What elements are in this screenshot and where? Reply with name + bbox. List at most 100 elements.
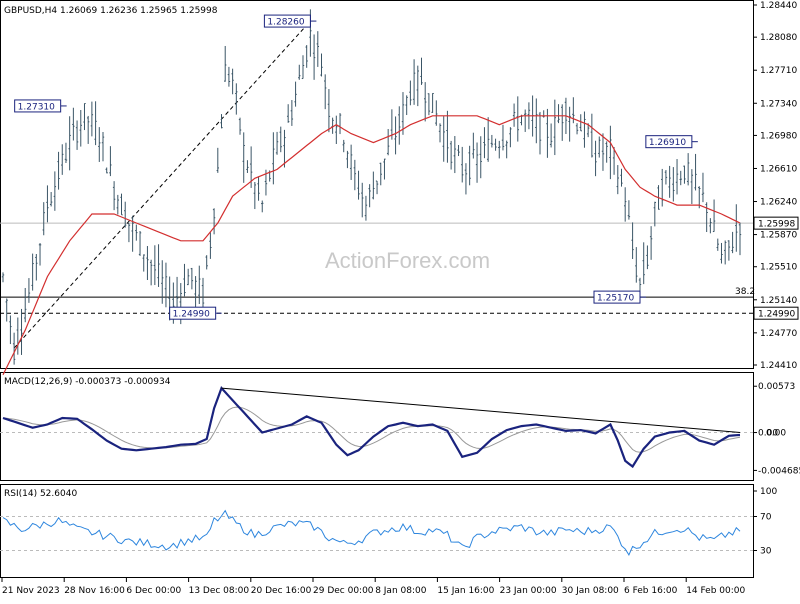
- price-panel-frame: [0, 0, 754, 369]
- candle: [575, 123, 579, 135]
- candle: [709, 218, 712, 234]
- candle: [412, 59, 416, 105]
- fib-label: 38.2: [735, 287, 755, 297]
- candle: [557, 104, 560, 124]
- rsi-tick-label: 70: [760, 513, 772, 523]
- candle: [42, 202, 45, 236]
- candle: [186, 268, 190, 286]
- candles: [1, 9, 742, 365]
- price-tick-label: 1.25140: [760, 296, 797, 306]
- dashed-trendline: [13, 20, 311, 349]
- price-panel: 38.2 1.27310 1.28260 1.24990 1.26910 1.25170: [0, 9, 755, 376]
- rsi-header: RSI(14) 52.6040: [4, 489, 77, 499]
- candle: [212, 208, 216, 235]
- candle: [27, 278, 31, 303]
- price-tick-label: 1.25870: [760, 231, 797, 241]
- candle: [1, 272, 5, 283]
- candle: [138, 231, 142, 256]
- candle: [83, 103, 86, 131]
- candle: [312, 34, 316, 80]
- price-tick-label: 1.24410: [760, 361, 797, 371]
- candle: [349, 144, 353, 180]
- candle: [649, 226, 653, 260]
- candle: [109, 146, 112, 177]
- x-tick-label: 29 Dec 00:00: [313, 586, 374, 596]
- candle: [238, 117, 242, 135]
- x-tick-label: 30 Jan 08:00: [562, 586, 619, 596]
- candle: [112, 181, 116, 211]
- price-tick-label: 1.24770: [760, 329, 797, 339]
- macd-line: [2, 386, 741, 469]
- candle: [231, 68, 234, 95]
- candle: [646, 245, 649, 270]
- candle: [598, 136, 601, 158]
- candle: [346, 150, 349, 169]
- svg-text:1.25170: 1.25170: [597, 294, 634, 304]
- candle: [53, 171, 57, 211]
- x-tick-label: 21 Nov 2023: [2, 586, 60, 596]
- candle: [316, 31, 319, 67]
- candle: [394, 116, 397, 155]
- candle: [386, 129, 390, 156]
- price-tick-label: 1.27340: [760, 99, 797, 109]
- macd-tick-label: -0.004685: [758, 466, 800, 476]
- watermark: ActionForex.com: [325, 248, 490, 273]
- candle: [242, 132, 245, 183]
- candle: [616, 165, 619, 195]
- candle: [372, 171, 375, 200]
- price-tick-label: 1.25510: [760, 263, 797, 273]
- candle: [201, 277, 205, 313]
- candle: [301, 55, 305, 80]
- candle: [79, 110, 82, 147]
- candle: [405, 95, 408, 116]
- candle: [57, 151, 60, 190]
- candle: [686, 153, 690, 186]
- candle: [286, 104, 290, 123]
- candle: [194, 276, 197, 311]
- x-tick-label: 13 Dec 08:00: [189, 586, 250, 596]
- candle: [431, 92, 434, 113]
- candle: [142, 254, 145, 272]
- macd-tick-label: 0.00: [758, 429, 778, 439]
- candle: [46, 185, 49, 223]
- candle: [20, 308, 23, 355]
- candle: [449, 140, 453, 170]
- svg-text:1.27310: 1.27310: [18, 102, 55, 112]
- candle: [383, 158, 386, 180]
- candle: [590, 113, 594, 158]
- candle: [416, 65, 419, 107]
- candle: [290, 100, 294, 126]
- rsi-tick-label: 100: [760, 487, 777, 497]
- candle: [635, 247, 638, 283]
- candle: [601, 133, 605, 171]
- candle: [483, 127, 486, 159]
- candle: [246, 160, 249, 173]
- candle: [120, 193, 123, 216]
- svg-text:1.26910: 1.26910: [649, 138, 686, 148]
- candle: [364, 195, 368, 221]
- macd-panel: [0, 386, 753, 469]
- candle: [735, 204, 738, 252]
- candle: [86, 115, 90, 144]
- price-tick-label: 1.26240: [760, 198, 797, 208]
- candle: [398, 106, 401, 145]
- candle: [61, 144, 64, 175]
- candle: [475, 142, 479, 183]
- candle: [442, 116, 445, 162]
- candle: [701, 172, 705, 203]
- candle: [457, 145, 460, 157]
- candle: [31, 253, 34, 291]
- price-tick-label: 1.28440: [760, 1, 797, 11]
- candle: [209, 232, 212, 259]
- candle: [49, 192, 53, 207]
- rsi-line: [2, 509, 741, 556]
- candle: [494, 138, 497, 151]
- candle: [38, 243, 42, 266]
- candle: [664, 170, 668, 185]
- candle: [679, 170, 682, 186]
- candle: [498, 140, 501, 159]
- candle: [486, 117, 490, 162]
- candle: [653, 201, 657, 227]
